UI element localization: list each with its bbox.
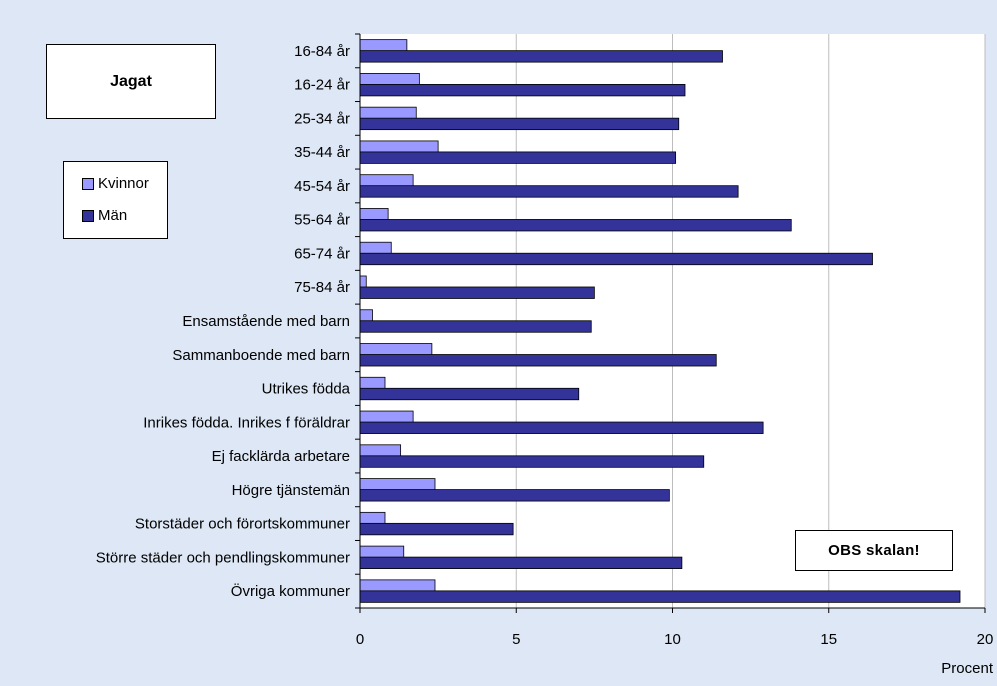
x-tick-label: 20 <box>977 631 994 648</box>
y-tick-label: Utrikes födda <box>262 381 351 398</box>
bar-man <box>360 591 960 603</box>
y-tick-label: Ej facklärda arbetare <box>212 448 350 465</box>
y-tick-label: 55-64 år <box>294 212 350 229</box>
legend-item-kvinnor: Kvinnor <box>82 175 149 192</box>
bar-man <box>360 321 591 333</box>
bar-kvinnor <box>360 141 438 153</box>
x-tick-label: 10 <box>664 631 681 648</box>
chart-title-box: Jagat <box>46 44 216 119</box>
bar-kvinnor <box>360 546 404 558</box>
bar-kvinnor <box>360 411 413 423</box>
x-tick-label: 15 <box>820 631 837 648</box>
bar-kvinnor <box>360 276 366 288</box>
chart-title: Jagat <box>110 73 152 91</box>
bar-kvinnor <box>360 242 391 254</box>
bar-kvinnor <box>360 175 413 187</box>
bar-man <box>360 355 716 367</box>
y-tick-label: Storstäder och förortskommuner <box>135 516 350 533</box>
y-tick-label: 25-34 år <box>294 110 350 127</box>
bar-man <box>360 523 513 535</box>
scale-note-box: OBS skalan! <box>795 530 953 571</box>
bar-kvinnor <box>360 73 419 85</box>
bar-man <box>360 118 679 130</box>
y-tick-label: 16-24 år <box>294 77 350 94</box>
legend: Kvinnor Män <box>63 161 168 239</box>
x-tick-label: 5 <box>512 631 520 648</box>
bar-kvinnor <box>360 512 385 524</box>
bar-kvinnor <box>360 580 435 592</box>
legend-swatch-kvinnor <box>82 178 94 190</box>
y-tick-label: Övriga kommuner <box>231 582 350 600</box>
scale-note: OBS skalan! <box>828 542 920 559</box>
y-tick-label: Inrikes födda. Inrikes f föräldrar <box>143 414 350 431</box>
bar-man <box>360 557 682 569</box>
bar-kvinnor <box>360 310 373 322</box>
bar-man <box>360 186 738 198</box>
bar-man <box>360 253 873 265</box>
legend-swatch-man <box>82 210 94 222</box>
bar-man <box>360 219 791 231</box>
bar-man <box>360 152 676 164</box>
bar-man <box>360 388 579 400</box>
bar-kvinnor <box>360 208 388 220</box>
legend-label-man: Män <box>98 207 127 224</box>
y-tick-label: 16-84 år <box>294 43 350 60</box>
y-tick-label: Sammanboende med barn <box>172 347 350 364</box>
y-tick-label: Ensamstående med barn <box>182 313 350 330</box>
bar-kvinnor <box>360 107 416 119</box>
bar-man <box>360 422 763 434</box>
y-tick-label: 45-54 år <box>294 178 350 195</box>
bar-kvinnor <box>360 445 401 457</box>
bar-kvinnor <box>360 377 385 389</box>
bar-man <box>360 456 704 468</box>
y-tick-label: Större städer och pendlingskommuner <box>96 549 350 566</box>
x-tick-label: 0 <box>356 631 364 648</box>
bar-kvinnor <box>360 479 435 491</box>
y-tick-label: 65-74 år <box>294 245 350 262</box>
x-axis-label: Procent <box>941 660 994 677</box>
legend-label-kvinnor: Kvinnor <box>98 175 149 192</box>
bar-man <box>360 84 685 96</box>
y-tick-label: 75-84 år <box>294 279 350 296</box>
legend-item-man: Män <box>82 207 127 224</box>
bar-kvinnor <box>360 344 432 356</box>
y-tick-label: 35-44 år <box>294 144 350 161</box>
bar-kvinnor <box>360 40 407 52</box>
bar-man <box>360 490 669 502</box>
bar-man <box>360 287 594 299</box>
bar-man <box>360 51 723 63</box>
y-tick-label: Högre tjänstemän <box>232 482 350 499</box>
